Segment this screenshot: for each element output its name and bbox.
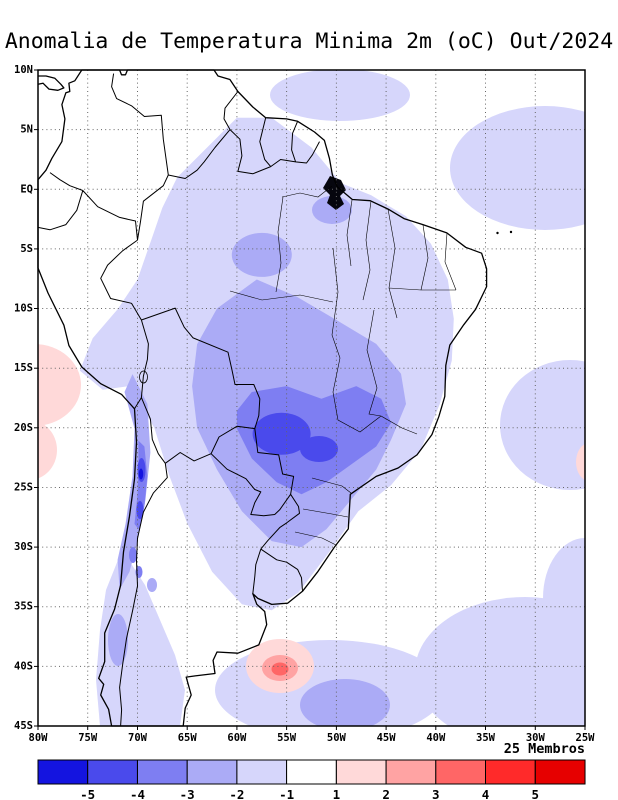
page-title: Anomalia de Temperatura Minima 2m (oC) O… xyxy=(5,29,613,54)
axis-ticks xyxy=(34,69,586,730)
colorbar-tick-label: 5 xyxy=(532,787,540,800)
colorbar-tick-label: 2 xyxy=(382,787,390,800)
anomaly-pale-patagonia xyxy=(96,556,185,726)
anomaly-pale-ne-ocean xyxy=(450,106,618,230)
lon-label: 40W xyxy=(426,732,446,744)
anomaly-dark-dot-1 xyxy=(129,547,137,563)
country-borders xyxy=(37,73,320,727)
colorbar-segment xyxy=(37,759,89,785)
anomaly-medium-s-andes xyxy=(108,614,128,666)
anomaly-darkest-andes-2 xyxy=(136,501,144,519)
cover-left xyxy=(0,0,38,800)
lat-label: 45S xyxy=(14,720,33,732)
colorbar-segment xyxy=(335,759,387,785)
lat-label: 5S xyxy=(20,243,33,255)
colorbar-segment xyxy=(137,759,188,785)
lat-label: 10S xyxy=(14,303,33,315)
island-dot-2 xyxy=(509,230,513,234)
cover-top xyxy=(0,0,618,70)
anomaly-medium-dot xyxy=(147,578,157,592)
lon-label: 30W xyxy=(526,732,546,744)
colorbar-segment xyxy=(534,759,586,785)
colorbar-tick-label: -5 xyxy=(80,787,95,800)
colorbar-segment xyxy=(87,759,138,785)
south-america-coast xyxy=(37,69,488,727)
lon-label: 65W xyxy=(178,732,198,744)
colorbar-tick-label: -2 xyxy=(229,787,244,800)
colorbar-segment xyxy=(236,759,288,785)
lon-label: 25W xyxy=(576,732,596,744)
lon-label: 70W xyxy=(128,732,148,744)
lat-label: 40S xyxy=(14,660,33,672)
map-frame xyxy=(37,69,586,727)
anomaly-darkest-core-1 xyxy=(252,412,311,455)
lon-label: 75W xyxy=(78,732,98,744)
anomaly-pale-guiana-ocean xyxy=(270,69,410,121)
cover-right xyxy=(585,0,618,800)
lat-label: 20S xyxy=(14,422,33,434)
lon-label: 55W xyxy=(277,732,297,744)
marajo-dark-feature xyxy=(323,176,346,210)
lat-label: EQ xyxy=(20,183,33,195)
colorbar-tick-label: 4 xyxy=(482,787,490,800)
anomaly-medium-south-ocean xyxy=(300,679,390,731)
lake-titicaca xyxy=(139,370,148,384)
lat-label: 35S xyxy=(14,601,33,613)
lon-axis: 80W 75W 70W 65W 60W 55W 50W 45W 40W 35W … xyxy=(29,732,596,744)
lon-label: 35W xyxy=(476,732,496,744)
colorbar-tick-label: -3 xyxy=(180,787,195,800)
lat-label: 25S xyxy=(14,482,33,494)
anomaly-red-atlantic-core xyxy=(271,662,289,676)
offshore-islands xyxy=(496,230,513,235)
colorbar xyxy=(37,759,586,785)
coastline xyxy=(37,69,488,727)
lon-label: 50W xyxy=(327,732,347,744)
colorbar-tick-label: 3 xyxy=(432,787,440,800)
state-borders xyxy=(229,185,457,546)
panama-coast xyxy=(37,75,65,91)
colorbar-segment xyxy=(435,759,487,785)
lat-label: 5N xyxy=(20,124,33,136)
colorbar-tick-label: -1 xyxy=(279,787,294,800)
anomaly-extreme-andes xyxy=(138,468,144,480)
anomaly-darkest-core-2 xyxy=(300,436,338,462)
lat-label: 15S xyxy=(14,362,33,374)
lon-label: 60W xyxy=(227,732,247,744)
anomaly-medium-amazon xyxy=(231,232,292,277)
lat-label: 10N xyxy=(14,64,33,76)
colorbar-segment xyxy=(385,759,437,785)
colorbar-segment xyxy=(286,759,337,785)
colorbar-segment xyxy=(485,759,536,785)
colorbar-segment xyxy=(186,759,238,785)
colorbar-tick-label: 1 xyxy=(333,787,341,800)
colorbar-labels: -5 -4 -3 -2 -1 1 2 3 4 5 xyxy=(80,787,539,800)
colorbar-tick-label: -4 xyxy=(130,787,145,800)
lat-axis: 10N 5N EQ 5S 10S 15S 20S 25S 30S 35S 40S… xyxy=(14,64,33,732)
island-dot-1 xyxy=(496,231,499,235)
lat-label: 30S xyxy=(14,541,33,553)
members-label: 25 Membros xyxy=(504,741,585,757)
lon-label: 45W xyxy=(377,732,397,744)
lon-label: 80W xyxy=(29,732,49,744)
